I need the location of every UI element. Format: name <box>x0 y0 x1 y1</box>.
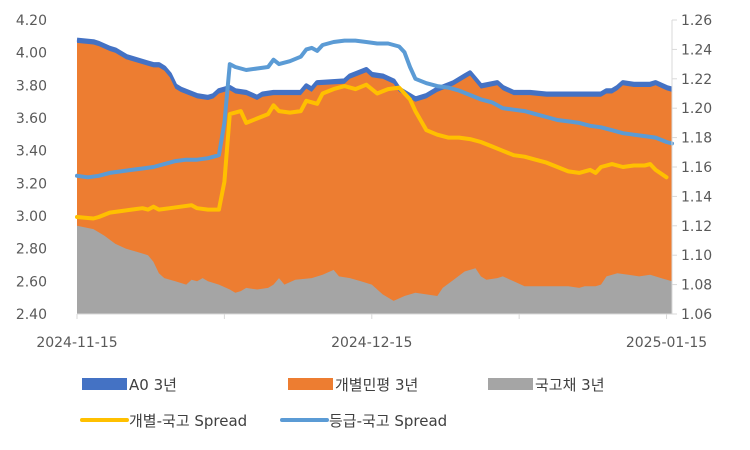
line-series-4 <box>75 38 674 180</box>
legend-label: 등급-국고 Spread <box>329 412 447 430</box>
legend-item: 개별민평 3년 <box>288 376 418 394</box>
legend-label: 개별-국고 Spread <box>129 412 247 430</box>
area-series-2 <box>77 225 672 314</box>
area-edge-series-0 <box>76 37 673 101</box>
x-axis-tick-label: 2025-01-15 <box>626 335 707 351</box>
line-series-group <box>75 38 674 221</box>
legend-swatch <box>288 378 333 390</box>
right-axis-tick-label: 1.10 <box>681 248 712 264</box>
x-axis-tick-label: 2024-11-15 <box>36 335 117 351</box>
left-axis-tick-label: 2.40 <box>16 307 47 323</box>
left-axis-tick-label: 3.20 <box>16 176 47 192</box>
legend-item: 개별-국고 Spread <box>80 412 247 430</box>
x-axis-tick-label: 2024-12-15 <box>331 335 412 351</box>
area-series-1 <box>77 42 672 315</box>
left-axis-tick-label: 4.00 <box>16 46 47 62</box>
right-axis-tick-label: 1.26 <box>681 13 712 29</box>
left-axis-tick-label: 2.80 <box>16 242 47 258</box>
left-axis-tick-label: 2.60 <box>16 274 47 290</box>
legend-swatch <box>488 378 533 390</box>
right-axis-tick-label: 1.20 <box>681 101 712 117</box>
left-axis-tick-label: 3.00 <box>16 209 47 225</box>
legend-item: 등급-국고 Spread <box>280 412 447 430</box>
right-axis-tick-label: 1.24 <box>681 42 712 58</box>
left-axis-tick-label: 4.20 <box>16 13 47 29</box>
right-axis-tick-label: 1.06 <box>681 307 712 323</box>
left-axis-tick-label: 3.80 <box>16 78 47 94</box>
legend-label: A0 3년 <box>129 376 177 394</box>
left-axis-tick-label: 3.60 <box>16 111 47 127</box>
line-series-3 <box>75 82 669 221</box>
legend-item: A0 3년 <box>82 376 177 394</box>
right-axis-tick-label: 1.22 <box>681 72 712 88</box>
legend-label: 국고채 3년 <box>535 376 605 394</box>
right-axis-tick-label: 1.12 <box>681 219 712 235</box>
right-axis-tick-label: 1.14 <box>681 189 712 205</box>
legend-label: 개별민평 3년 <box>335 376 418 394</box>
legend-swatch <box>82 378 127 390</box>
axes-group: 2.40 2.60 2.80 3.00 3.20 3.40 3.60 3.80 4.00 4.20… <box>16 13 712 351</box>
legend-item: 국고채 3년 <box>488 376 605 394</box>
right-axis-tick-label: 1.08 <box>681 278 712 294</box>
right-axis-tick-label: 1.18 <box>681 131 712 147</box>
left-axis-tick-label: 3.40 <box>16 144 47 160</box>
right-axis-tick-label: 1.16 <box>681 160 712 176</box>
area-series-group <box>76 37 673 315</box>
